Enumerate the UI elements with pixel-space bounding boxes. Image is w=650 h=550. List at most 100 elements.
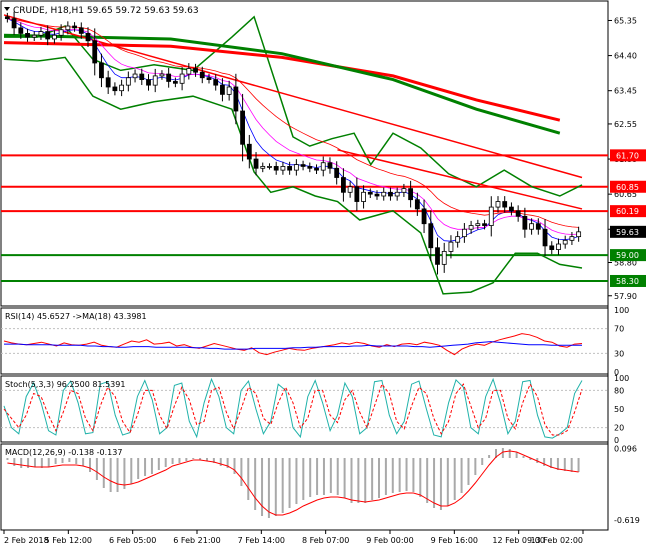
bollinger-upper <box>4 15 583 197</box>
candle <box>441 242 447 273</box>
candle <box>495 196 501 213</box>
stoch-label: Stoch(5,3,3) 96.2500 81.5391 <box>5 380 125 389</box>
candle <box>226 80 232 101</box>
candle <box>193 63 198 77</box>
rsi-tick-2: 30 <box>614 349 624 358</box>
price-level-tag-2 <box>610 205 646 218</box>
time-tick-label-7: 9 Feb 16:00 <box>431 536 478 545</box>
candle <box>522 207 528 238</box>
candle <box>72 22 77 32</box>
candle <box>408 180 414 208</box>
candle <box>172 77 178 88</box>
price-tick-label-8: 57.90 <box>614 292 637 301</box>
candle <box>199 66 205 84</box>
chart-symbol-title: CRUDE, H18,H1 59.65 59.72 59.63 59.63 <box>13 6 199 16</box>
bollinger-lower <box>3 56 583 295</box>
candle <box>132 69 138 83</box>
stoch-series-0 <box>3 377 583 439</box>
candle <box>475 219 481 230</box>
candle <box>556 238 561 256</box>
candle <box>576 226 582 242</box>
candle <box>119 79 125 97</box>
price-level-tag-3 <box>610 249 646 262</box>
candle <box>280 161 286 175</box>
candle <box>179 67 185 91</box>
rsi-indicator: 100 70 30 0 <box>1 306 629 377</box>
short-ma-1 <box>7 18 579 235</box>
symbol-dropdown-icon[interactable] <box>4 7 10 11</box>
candle <box>388 187 393 201</box>
candle <box>18 22 24 39</box>
price-level-label-3: 59.00 <box>616 251 639 260</box>
candle <box>562 235 568 249</box>
candle <box>99 53 104 88</box>
candle <box>529 218 534 235</box>
candle <box>58 24 64 41</box>
rsi-panel[interactable] <box>0 307 609 375</box>
rsi-tick-1: 70 <box>614 325 624 334</box>
price-level-tag-0 <box>610 149 646 162</box>
candle <box>159 70 165 80</box>
candle <box>569 231 575 245</box>
candle <box>515 205 521 222</box>
price-level-label-4: 58.30 <box>616 277 639 286</box>
price-level-tag-4 <box>610 274 646 287</box>
price-tick-label-1: 64.40 <box>614 52 637 61</box>
price-level-tag-1 <box>610 180 646 193</box>
candle <box>139 68 145 86</box>
candle <box>206 73 212 84</box>
candle <box>233 73 239 125</box>
candle <box>509 202 514 216</box>
short-ma-0 <box>7 18 579 242</box>
candle <box>341 168 346 202</box>
stoch-indicator: 100 80 50 20 0 <box>1 374 629 445</box>
candle <box>542 219 548 256</box>
candle <box>535 218 541 235</box>
time-tick-label-2: 6 Feb 05:00 <box>109 536 156 545</box>
candle <box>65 21 71 35</box>
candle <box>146 74 151 91</box>
trendline-0 <box>3 14 583 179</box>
trendlines <box>3 14 583 242</box>
candle <box>461 223 467 243</box>
candle <box>354 177 360 211</box>
candle <box>414 192 420 216</box>
stoch-series-1 <box>3 383 583 436</box>
candle <box>367 188 373 199</box>
time-tick-label-8: 12 Feb 09:00 <box>492 536 544 545</box>
candle <box>327 157 333 174</box>
candle <box>152 68 158 93</box>
candle <box>455 231 461 248</box>
candle <box>482 219 487 230</box>
candle <box>112 82 118 96</box>
candle <box>186 63 192 80</box>
stoch-tick-4: 0 <box>614 436 619 445</box>
time-tick-label-5: 8 Feb 07:00 <box>302 536 349 545</box>
candle <box>334 161 340 185</box>
time-tick-label-3: 6 Feb 21:00 <box>173 536 220 545</box>
candle <box>300 160 306 171</box>
candle <box>85 27 91 48</box>
candle <box>549 241 555 255</box>
main-panel[interactable] <box>0 0 609 307</box>
candle <box>25 28 30 42</box>
candle <box>314 164 319 175</box>
macd-label: MACD(12,26,9) -0.138 -0.137 <box>5 448 122 457</box>
price-tick-label-7: 58.80 <box>614 259 637 268</box>
candle <box>38 26 44 40</box>
price-levels <box>1 154 608 282</box>
rsi-tick-3: 0 <box>614 368 619 377</box>
time-tick-label-0: 2 Feb 2018 <box>4 536 49 545</box>
candle <box>45 25 51 46</box>
price-level-label-1: 60.85 <box>616 183 639 192</box>
trendline-1 <box>337 149 583 210</box>
candle <box>468 220 474 234</box>
candle <box>488 196 494 237</box>
candles <box>4 11 582 275</box>
candle <box>287 161 293 175</box>
candle <box>246 134 252 169</box>
macd-panel[interactable] <box>0 443 609 531</box>
time-tick-label-1: 5 Feb 12:00 <box>45 536 92 545</box>
candle <box>273 161 279 175</box>
